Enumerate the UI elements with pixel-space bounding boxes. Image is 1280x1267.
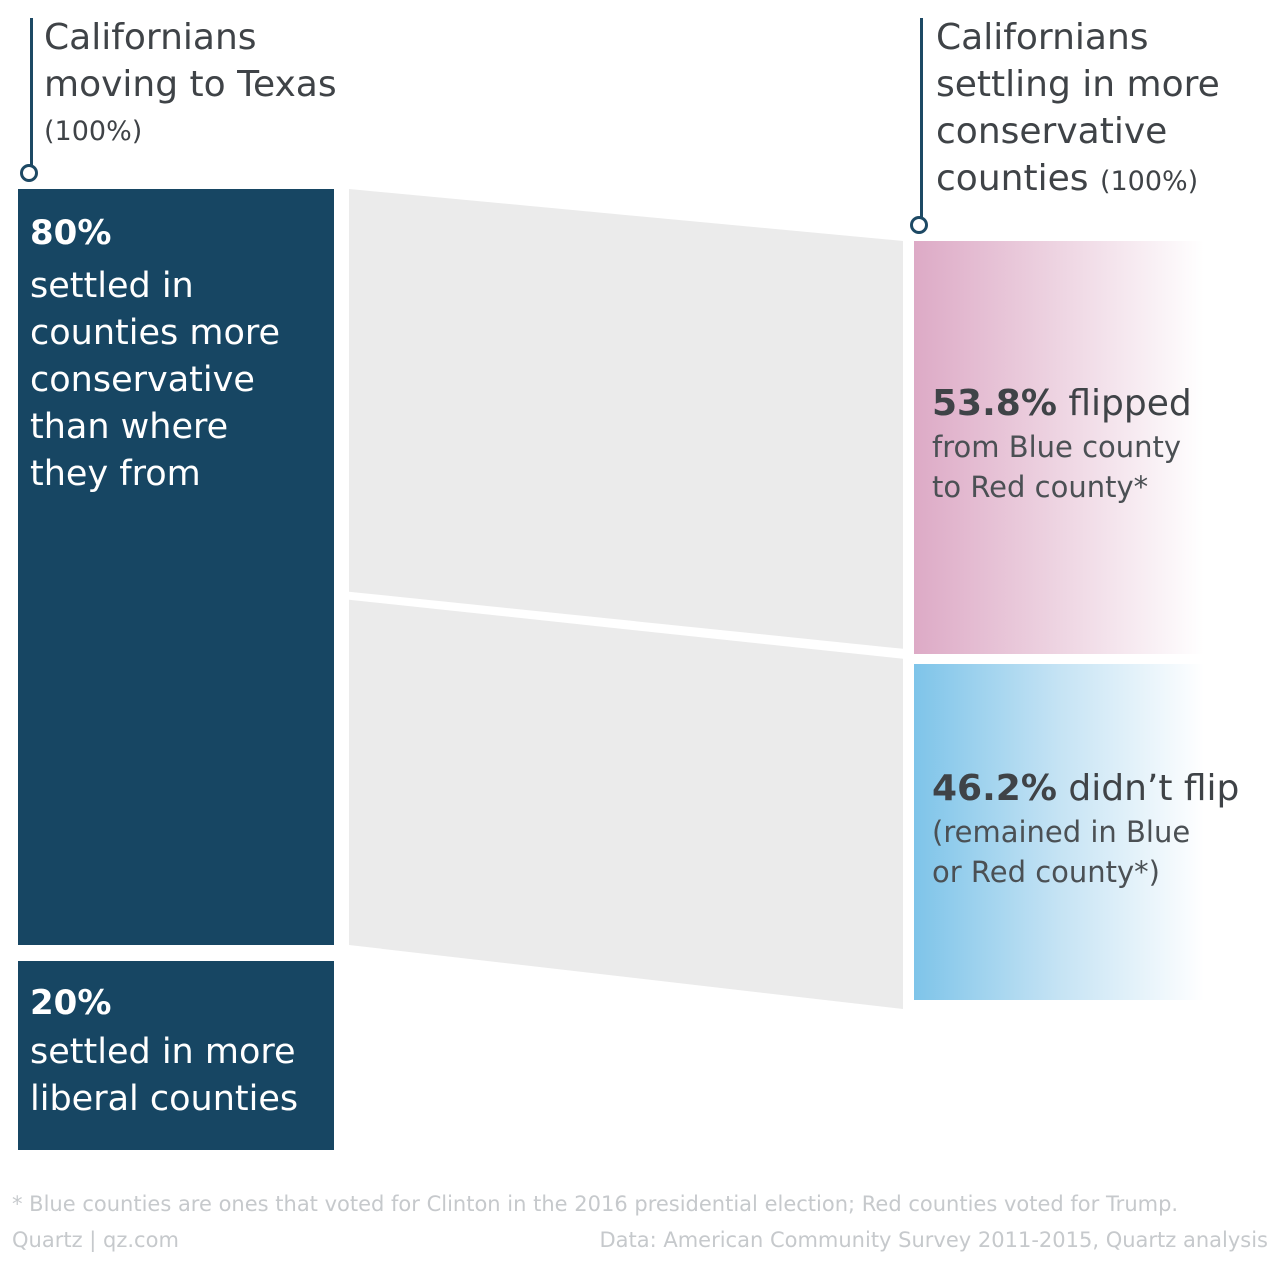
source-node-liberal: 20% settled in more liberal counties — [18, 961, 334, 1150]
source-column-title: Californians moving to Texas (100%) — [44, 14, 374, 155]
target-title-pin-line — [920, 18, 923, 218]
node-description-line: counties more — [30, 313, 281, 353]
target-title-pin-dot — [910, 216, 928, 234]
flow-band-flipped — [349, 189, 903, 649]
node-label: flipped — [1068, 383, 1192, 424]
node-description-line: conservative — [30, 360, 255, 400]
node-percent: 80% — [30, 213, 112, 253]
target-title-line-4: counties — [936, 158, 1089, 199]
node-percent: 20% — [30, 983, 112, 1023]
node-percent: 46.2% — [932, 768, 1057, 809]
target-title-line-3: conservative — [936, 111, 1168, 152]
node-label: didn’t flip — [1068, 768, 1240, 809]
node-description-line: than where — [30, 407, 229, 447]
source-title-text: Californians moving to Texas — [44, 17, 337, 105]
target-total-label: (100%) — [1099, 166, 1199, 197]
target-title-line-2: settling in more — [936, 64, 1220, 105]
target-node-didnt-flip: 46.2% didn’t flip (remained in Blue or R… — [914, 664, 1239, 1000]
node-description-line: they from — [30, 454, 201, 494]
node-description-line: or Red county*) — [932, 855, 1160, 889]
node-percent: 53.8% — [932, 383, 1057, 424]
target-node-flipped: 53.8% flipped from Blue county to Red co… — [914, 241, 1204, 654]
node-description-line: from Blue county — [932, 430, 1182, 464]
data-source: Data: American Community Survey 2011-201… — [599, 1228, 1268, 1252]
node-description-line: settled in more — [30, 1032, 296, 1072]
credit: Quartz | qz.com — [12, 1228, 179, 1252]
source-title-pin-line — [30, 18, 33, 168]
flow-band-didnt-flip — [349, 599, 903, 1009]
node-description-line: liberal counties — [30, 1079, 299, 1119]
target-title-line-1: Californians — [936, 17, 1149, 58]
footnote: * Blue counties are ones that voted for … — [12, 1192, 1179, 1216]
source-node-conservative: 80% settled in counties more conservativ… — [18, 189, 334, 945]
node-description-line: settled in — [30, 266, 194, 306]
source-title-pin-dot — [20, 164, 38, 182]
node-description-line: (remained in Blue — [932, 815, 1191, 849]
node-description-line: to Red county* — [932, 470, 1149, 504]
target-column-title: Californians settling in more conservati… — [936, 14, 1266, 205]
source-total-label: (100%) — [44, 116, 143, 147]
